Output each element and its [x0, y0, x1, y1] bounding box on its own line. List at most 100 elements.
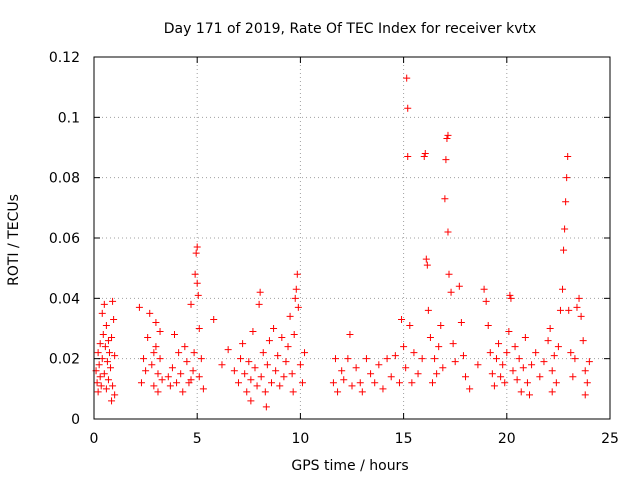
data-point [158, 376, 166, 384]
data-point [344, 355, 352, 363]
y-tick-label: 0 [71, 412, 80, 428]
data-point [400, 343, 408, 351]
data-point [562, 198, 570, 206]
data-point [288, 370, 296, 378]
data-point [421, 150, 429, 158]
data-point [334, 388, 342, 396]
data-point [292, 285, 300, 293]
y-tick-label: 0.12 [49, 50, 80, 66]
data-point [329, 379, 337, 387]
data-point [521, 334, 529, 342]
data-point [499, 361, 507, 369]
data-point [519, 364, 527, 372]
data-point [291, 294, 299, 302]
data-point [265, 337, 273, 345]
data-point [581, 391, 589, 399]
data-point [513, 376, 521, 384]
data-point [546, 325, 554, 332]
data-point [146, 309, 154, 317]
data-point [298, 379, 306, 387]
data-point [403, 74, 411, 82]
data-point [418, 355, 426, 363]
data-point [435, 343, 443, 351]
data-point [443, 134, 451, 142]
data-point [150, 382, 158, 390]
data-point [109, 297, 117, 305]
data-point [164, 373, 172, 381]
data-point [408, 379, 416, 387]
data-point [96, 340, 104, 348]
data-point [398, 315, 406, 323]
data-point [501, 379, 509, 387]
data-point [251, 364, 259, 372]
data-point [218, 361, 226, 369]
data-point [444, 228, 452, 236]
data-point [444, 131, 452, 139]
data-point [573, 303, 581, 311]
data-point [187, 300, 195, 308]
y-tick-label: 0.02 [49, 352, 80, 368]
data-points [92, 74, 593, 411]
data-point [420, 153, 428, 161]
data-point [352, 364, 360, 372]
data-point [410, 349, 418, 357]
data-point [414, 370, 422, 378]
data-point [462, 373, 470, 381]
data-point [100, 300, 108, 308]
data-point [189, 367, 197, 375]
y-axis-label: ROTI / TECUs [6, 194, 22, 286]
data-point [340, 376, 348, 384]
y-tick-label: 0.06 [49, 231, 80, 247]
data-point [195, 325, 203, 332]
y-tick-label: 0.04 [49, 291, 80, 307]
data-point [170, 331, 178, 339]
data-point [137, 379, 145, 387]
data-point [459, 352, 467, 360]
data-point [99, 331, 107, 339]
data-point [239, 340, 247, 348]
data-point [108, 397, 116, 405]
data-point [449, 340, 457, 348]
data-point [490, 382, 498, 390]
data-point [193, 243, 201, 251]
data-point [552, 379, 560, 387]
data-point [445, 270, 453, 278]
data-point [431, 355, 439, 363]
data-point [247, 376, 255, 384]
data-point [556, 306, 564, 314]
data-point [482, 297, 490, 305]
data-point [263, 361, 271, 369]
data-point [495, 340, 503, 348]
data-point [402, 364, 410, 372]
data-point [95, 361, 103, 369]
data-point [109, 382, 117, 390]
data-point [540, 358, 548, 366]
data-point [548, 367, 556, 375]
data-point [406, 321, 414, 329]
data-point [579, 337, 587, 345]
x-tick-label: 10 [291, 431, 309, 447]
data-point [503, 349, 511, 357]
data-point [563, 174, 571, 182]
data-point [442, 156, 450, 164]
data-point [523, 379, 531, 387]
data-point [175, 349, 183, 357]
data-point [565, 306, 573, 314]
data-point [367, 370, 375, 378]
data-point [173, 379, 181, 387]
data-point [404, 153, 412, 161]
data-point [293, 270, 301, 278]
chart-title: Day 171 of 2019, Rate Of TEC Index for r… [164, 21, 537, 37]
data-point [550, 352, 558, 360]
data-point [256, 288, 264, 296]
data-point [290, 331, 298, 339]
data-point [451, 358, 459, 366]
data-point [111, 352, 119, 360]
data-point [187, 376, 195, 384]
data-point [338, 367, 346, 375]
data-point [346, 331, 354, 339]
data-point [274, 352, 282, 360]
data-point [348, 382, 356, 390]
data-point [423, 261, 431, 269]
data-point [511, 343, 519, 351]
